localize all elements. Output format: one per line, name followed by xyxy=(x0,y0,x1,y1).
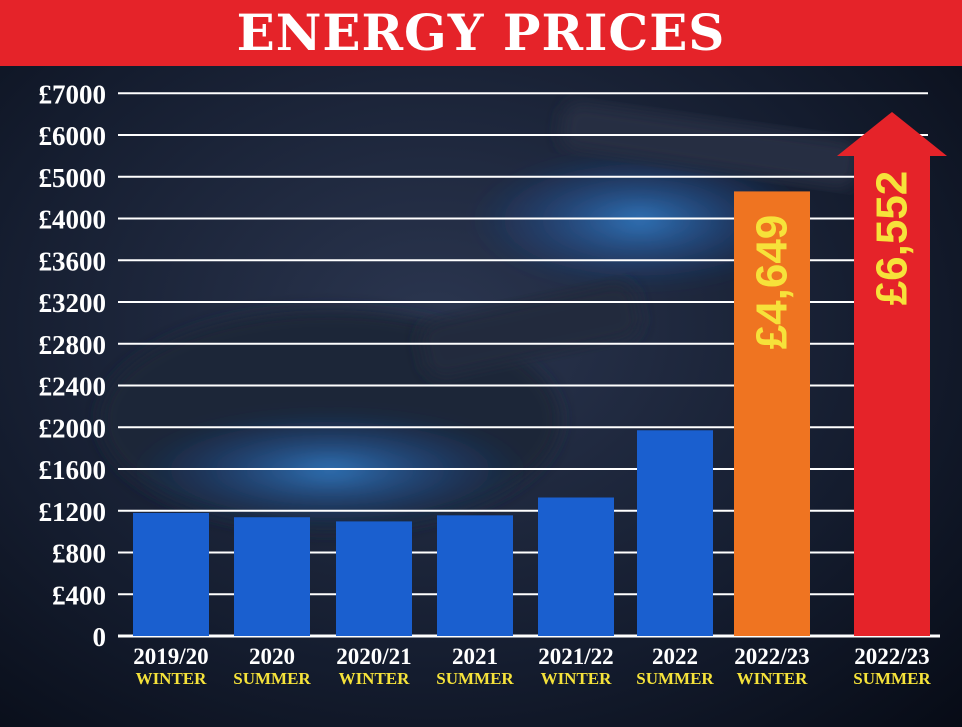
x-tick-label: 2022 xyxy=(652,644,698,669)
title-bar: ENERGY PRICES xyxy=(0,0,962,66)
y-tick-label: £2800 xyxy=(39,330,107,360)
bars: £4,649 £6,552 xyxy=(133,111,947,637)
y-tick-label: £7000 xyxy=(39,79,107,109)
x-tick-season-label: SUMMER xyxy=(636,669,714,688)
y-tick-label: 0 xyxy=(93,622,107,652)
bar-highlight xyxy=(734,191,810,637)
pan-support xyxy=(419,281,641,379)
x-tick-label: 2021 xyxy=(452,644,498,669)
y-tick-label: £6000 xyxy=(39,121,107,151)
y-axis-labels: 0 £400 £800 £1200 £1600 £2000 £2400 £2800 £3200 £… xyxy=(39,79,107,652)
y-tick-label: £5000 xyxy=(39,163,107,193)
x-tick-label: 2021/22 xyxy=(538,644,613,669)
y-tick-label: £1200 xyxy=(39,497,107,527)
data-label: £6,552 xyxy=(868,171,917,306)
y-tick-label: £4000 xyxy=(39,205,107,235)
x-tick-season-label: WINTER xyxy=(737,669,809,688)
y-tick-label: £1600 xyxy=(39,455,107,485)
bar xyxy=(234,517,310,636)
bar xyxy=(336,521,412,636)
x-tick-season-label: WINTER xyxy=(541,669,613,688)
bar xyxy=(637,430,713,636)
data-label: £4,649 xyxy=(748,215,797,350)
bar xyxy=(538,497,614,636)
rear-burner-flame xyxy=(470,150,810,290)
bar xyxy=(437,515,513,636)
y-tick-label: £3600 xyxy=(39,246,107,276)
x-tick-label: 2022/23 xyxy=(734,644,809,669)
x-tick-label: 2022/23 xyxy=(854,644,929,669)
bar-arrow xyxy=(837,111,947,637)
x-axis-labels: 2019/20WINTER2020SUMMER2020/21WINTER2021… xyxy=(133,644,931,688)
y-tick-label: £2400 xyxy=(39,372,107,402)
x-tick-season-label: SUMMER xyxy=(436,669,514,688)
x-tick-season-label: WINTER xyxy=(136,669,208,688)
x-tick-season-label: SUMMER xyxy=(233,669,311,688)
x-tick-label: 2020 xyxy=(249,644,295,669)
y-tick-label: £400 xyxy=(52,580,106,610)
x-tick-label: 2020/21 xyxy=(336,644,411,669)
x-tick-label: 2019/20 xyxy=(133,644,208,669)
y-tick-label: £3200 xyxy=(39,288,107,318)
y-tick-label: £800 xyxy=(52,539,106,569)
pan-support-rear xyxy=(560,101,860,189)
x-tick-season-label: SUMMER xyxy=(853,669,931,688)
y-tick-label: £2000 xyxy=(39,413,107,443)
x-tick-season-label: WINTER xyxy=(339,669,411,688)
chart-title: ENERGY PRICES xyxy=(236,3,726,62)
bar xyxy=(133,512,209,636)
